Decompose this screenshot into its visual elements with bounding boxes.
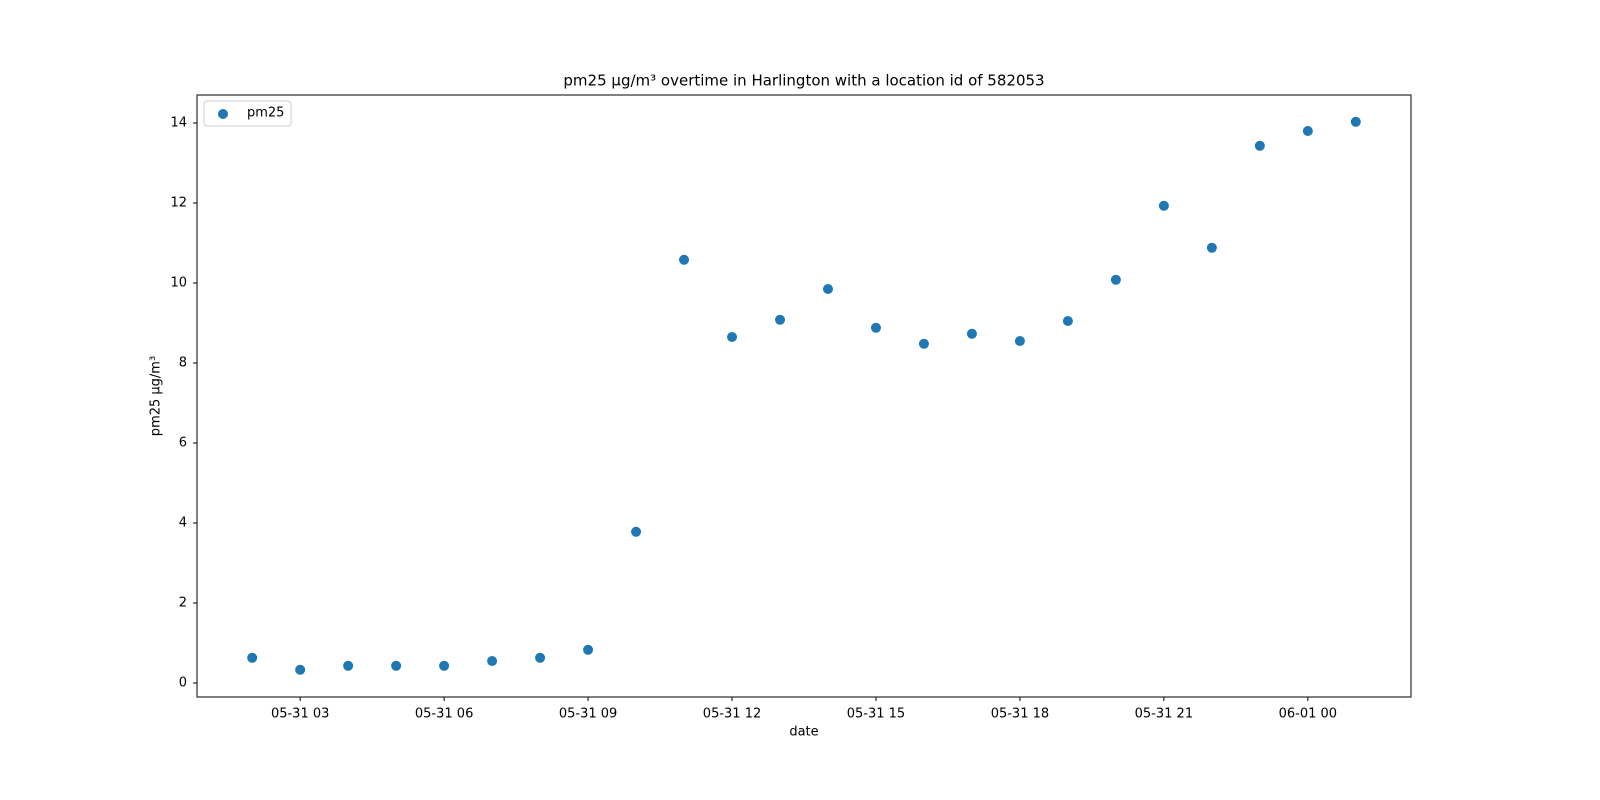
legend-label: pm25 [247, 106, 284, 121]
y-tick-label: 6 [179, 436, 187, 451]
chart-title: pm25 µg/m³ overtime in Harlington with a… [563, 72, 1044, 90]
legend-box [203, 100, 292, 127]
point [391, 660, 402, 671]
point [1302, 126, 1313, 136]
plot-frame [196, 94, 1412, 698]
point [727, 332, 738, 342]
y-axis-label: pm25 µg/m³ [149, 356, 164, 436]
x-tick-label: 06-01 00 [1279, 707, 1337, 722]
point [487, 656, 498, 666]
y-tick-label: 0 [179, 676, 187, 691]
point [439, 660, 450, 671]
point [1158, 200, 1169, 211]
x-tick-label: 05-31 06 [415, 707, 473, 722]
point [1110, 274, 1121, 285]
point [1254, 140, 1265, 151]
y-tick-label: 8 [179, 356, 187, 371]
point [343, 660, 354, 671]
point [295, 664, 306, 675]
y-tick-label: 4 [179, 516, 187, 531]
point [679, 254, 690, 265]
x-tick-label: 05-31 03 [271, 707, 329, 722]
x-axis-label: date [789, 725, 818, 740]
point [870, 322, 881, 333]
point [1206, 242, 1217, 253]
point [247, 652, 258, 663]
x-tick-label: 05-31 21 [1135, 707, 1193, 722]
point [1350, 116, 1361, 127]
y-tick-label: 10 [170, 276, 187, 291]
x-tick-label: 05-31 09 [559, 707, 617, 722]
x-tick-label: 05-31 15 [847, 707, 905, 722]
point [822, 284, 833, 294]
point [966, 328, 977, 339]
point [631, 526, 642, 537]
legend-marker [218, 109, 228, 119]
y-tick-label: 2 [179, 596, 187, 611]
point [1014, 336, 1025, 346]
x-tick-label: 05-31 12 [703, 707, 761, 722]
point [583, 644, 594, 655]
y-tick-label: 12 [170, 196, 187, 211]
point [918, 338, 929, 349]
point [1062, 316, 1073, 326]
point [535, 652, 546, 663]
x-tick-label: 05-31 18 [991, 707, 1049, 722]
y-tick-label: 14 [170, 116, 187, 131]
point [775, 314, 786, 325]
